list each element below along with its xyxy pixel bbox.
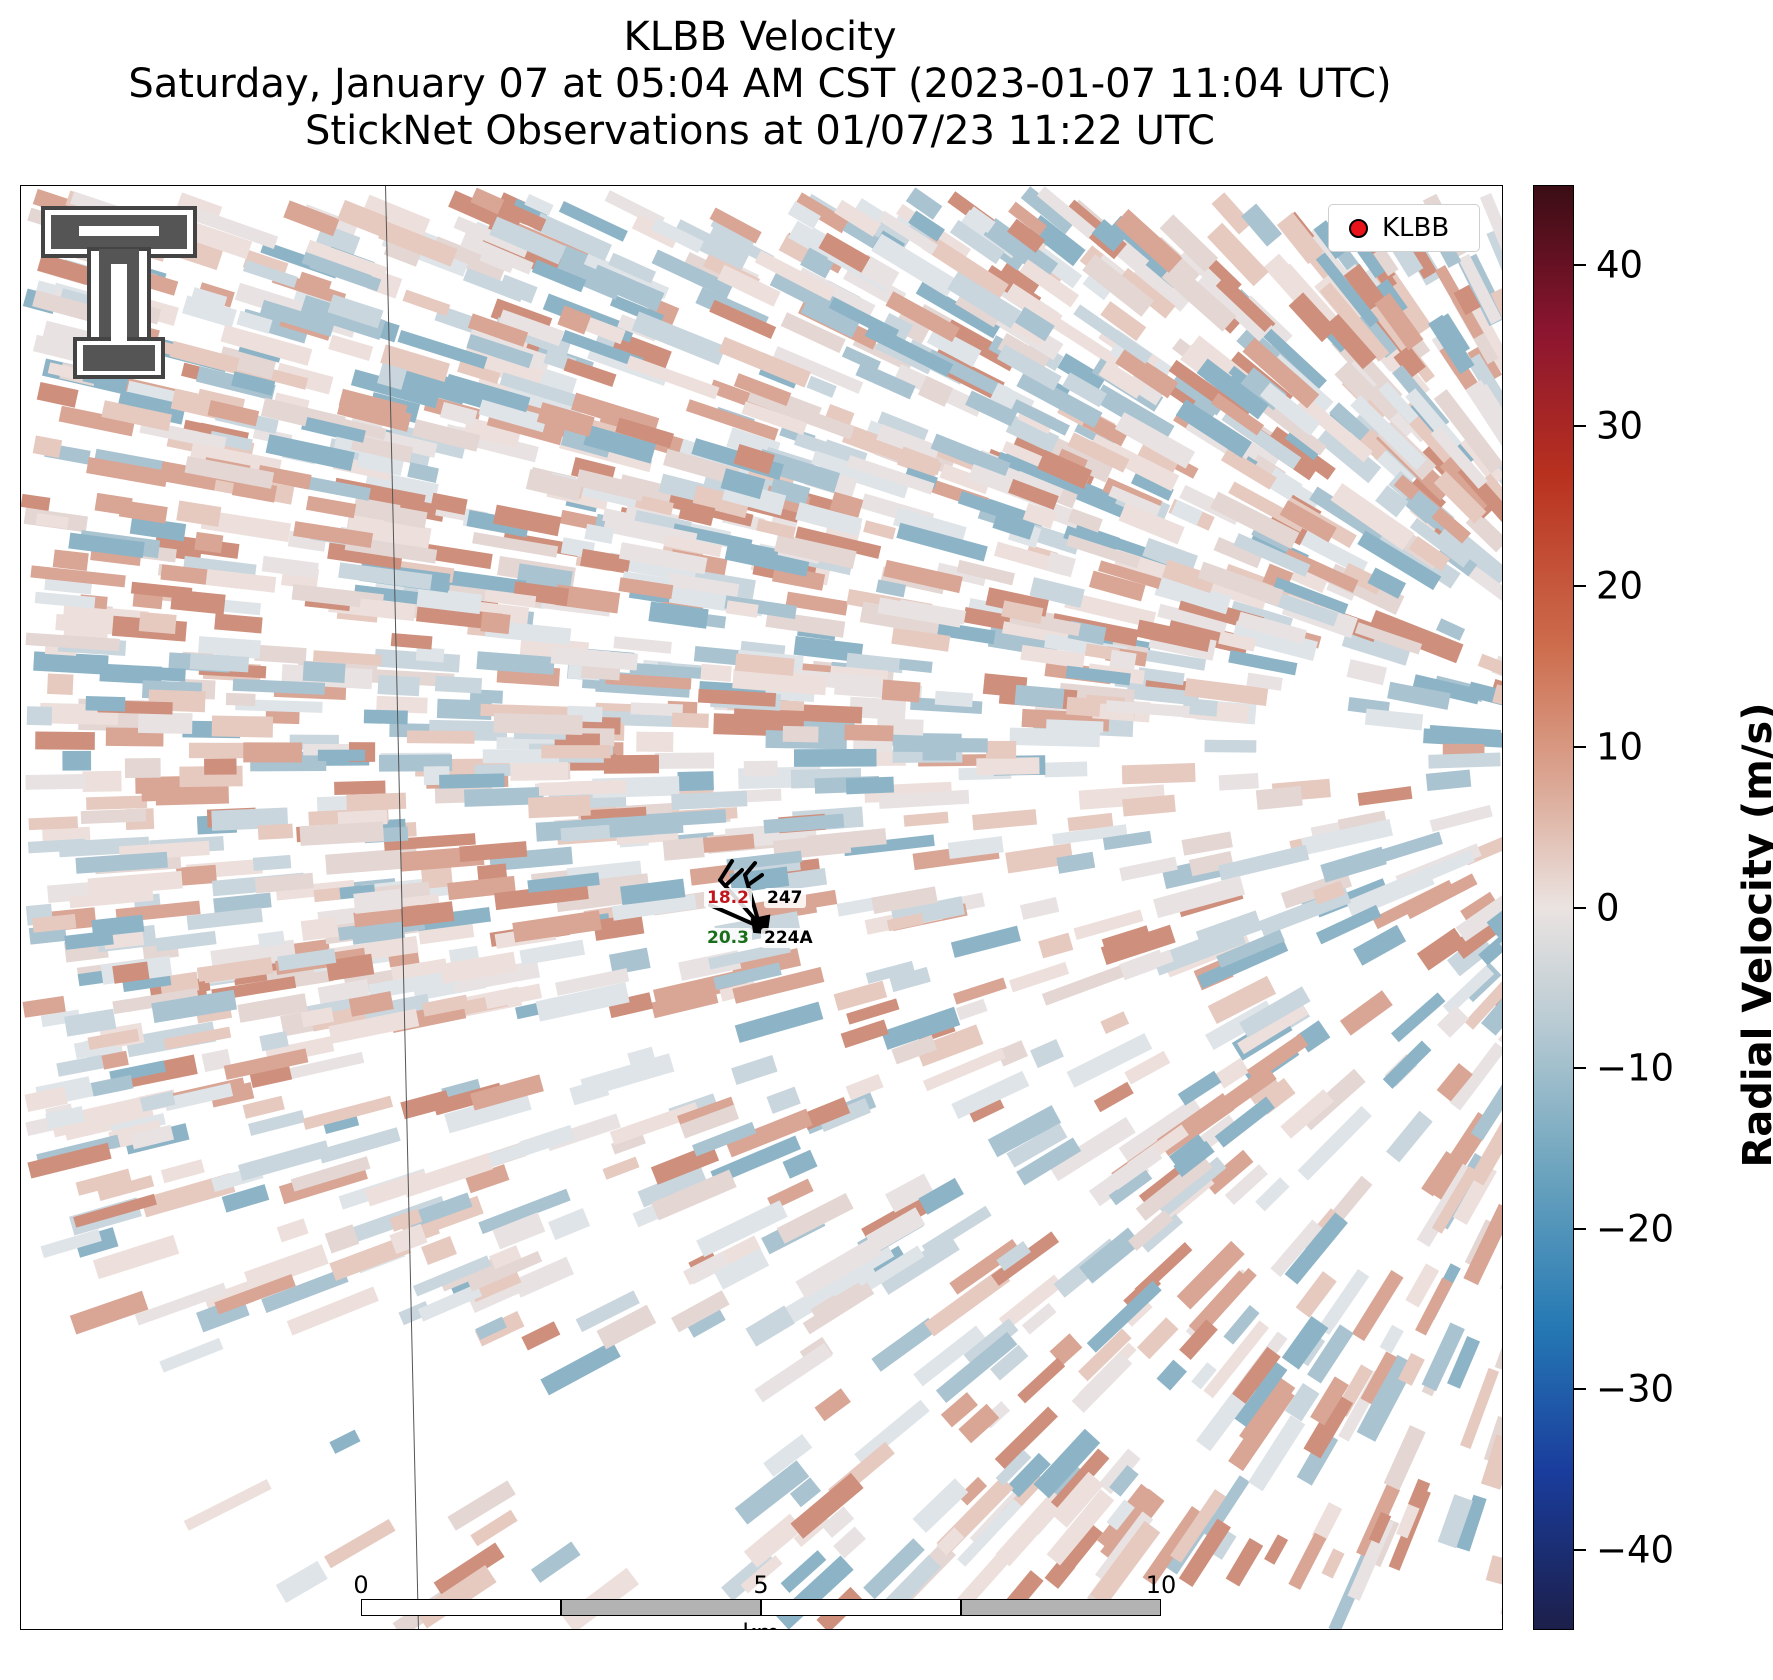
colorbar-tick [1574,1388,1586,1391]
scale-tick-label: 0 [353,1571,369,1599]
radar-velocity-field [21,186,1502,1629]
colorbar-tick-label: 0 [1596,886,1620,929]
county-boundary-line [385,186,419,1629]
scan-time-subtitle: Saturday, January 07 at 05:04 AM CST (20… [128,61,1392,107]
colorbar-tick-label: 20 [1596,564,1644,608]
radar-map-panel[interactable]: KLBB 18.2 247 20.3 224A 0 5 10 km [20,185,1503,1630]
distance-scale-bar: 0 5 10 km [353,1571,1176,1629]
scale-segment [761,1599,961,1616]
colorbar-title: Radial Velocity (m/s) [1735,702,1773,1168]
page-title: KLBB Velocity [623,14,897,60]
radar-site-marker-icon [1349,218,1368,238]
station-224a-id: 224A [761,928,816,948]
colorbar-tick-label: 30 [1596,404,1644,448]
colorbar-tick-label: −10 [1596,1046,1675,1090]
scale-segment [361,1599,561,1616]
colorbar-tick [1574,1067,1586,1070]
colorbar-tick [1574,1548,1586,1551]
map-legend: KLBB [1328,204,1480,252]
velocity-colorbar [1533,185,1574,1630]
station-224a-value: 20.3 [704,928,752,948]
colorbar-tick [1574,1227,1586,1230]
colorbar-tick-label: −30 [1596,1367,1675,1411]
scale-unit-label: km [742,1619,779,1629]
observation-time-subtitle: StickNet Observations at 01/07/23 11:22 … [305,108,1215,154]
colorbar-tick-label: −40 [1596,1528,1675,1572]
colorbar-tick [1574,585,1586,588]
colorbar-tick [1574,424,1586,427]
colorbar-tick [1574,906,1586,909]
scale-tick-label: 5 [753,1571,769,1599]
colorbar-tick-label: 40 [1596,243,1644,287]
legend-label: KLBB [1382,213,1450,243]
scale-segment [561,1599,761,1616]
scale-tick-label: 10 [1145,1571,1177,1599]
colorbar-tick [1574,745,1586,748]
station-247-value: 18.2 [704,888,752,908]
wind-barb-icon [708,859,771,935]
title-block: KLBB Velocity Saturday, January 07 at 05… [0,14,1520,155]
radar-gates [21,186,1502,1629]
station-247-id: 247 [764,888,806,908]
colorbar-tick-label: 10 [1596,725,1644,769]
texas-tech-double-t-logo-icon [41,206,197,379]
colorbar-tick-label: −20 [1596,1207,1675,1251]
colorbar-tick [1574,264,1586,267]
scale-segment [961,1599,1161,1616]
